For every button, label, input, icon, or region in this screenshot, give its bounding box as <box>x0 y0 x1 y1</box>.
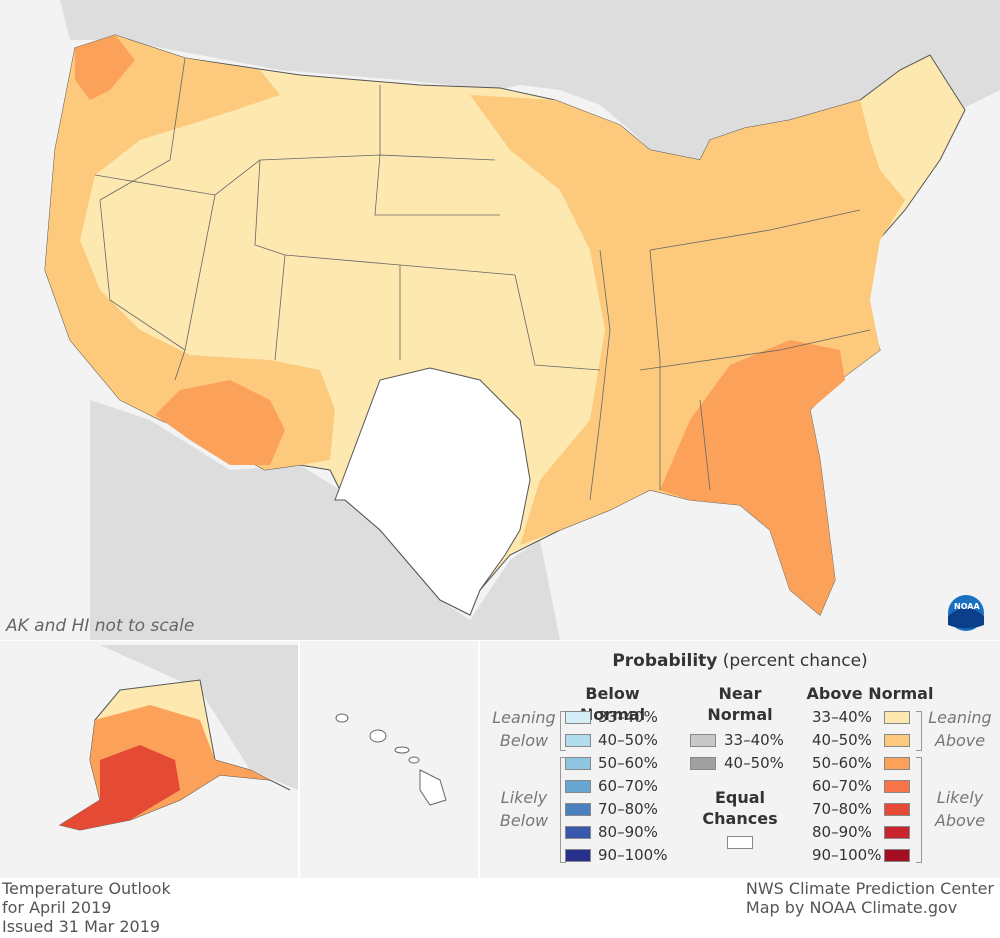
noaa-logo-text: NOAA <box>954 602 980 611</box>
near-normal-swatch-0 <box>690 734 716 747</box>
likely-above-label: Likely Above <box>920 786 1000 832</box>
northwest-likely-above-50-60 <box>75 35 135 100</box>
below-normal-label-0: 33–40% <box>598 708 658 726</box>
above-normal-swatch-6 <box>884 849 910 862</box>
legend: Probability (percent chance) Below Norma… <box>480 641 1000 878</box>
mexico-land <box>90 400 560 640</box>
leaning-below-line1: Leaning <box>492 708 556 727</box>
equal-chances-swatch <box>727 836 753 849</box>
near-normal-header: Near Normal <box>690 683 790 725</box>
leaning-below-bracket <box>560 711 566 751</box>
footer-title: Temperature Outlook <box>2 879 171 898</box>
below-normal-swatch-0 <box>565 711 591 724</box>
above-normal-label-3: 60–70% <box>812 777 872 795</box>
above-normal-swatch-1 <box>884 734 910 747</box>
footer-period: for April 2019 <box>2 898 112 917</box>
legend-title-rest: (percent chance) <box>717 651 868 671</box>
below-normal-swatch-1 <box>565 734 591 747</box>
leaning-above-line2: Above <box>934 731 986 750</box>
likely-below-line2: Below <box>499 811 549 830</box>
below-normal-label-2: 50–60% <box>598 754 658 772</box>
below-normal-swatch-6 <box>565 849 591 862</box>
below-normal-header: Below Normal <box>579 684 646 724</box>
leaning-above-line1: Leaning <box>928 708 992 727</box>
likely-below-line1: Likely <box>500 788 548 807</box>
footer-right: NWS Climate Prediction Center Map by NOA… <box>746 879 994 917</box>
footer-credit-cpc: NWS Climate Prediction Center <box>745 879 994 898</box>
texas-equal-chances <box>334 367 531 616</box>
near-normal-header-line1: Near <box>718 684 762 703</box>
above-normal-swatch-3 <box>884 780 910 793</box>
footer-left: Temperature Outlook for April 2019 Issue… <box>2 879 171 936</box>
below-normal-swatch-5 <box>565 826 591 839</box>
below-normal-label-1: 40–50% <box>598 731 658 749</box>
alaska-canada-land <box>100 645 298 790</box>
likely-above-bracket <box>916 757 922 863</box>
above-normal-swatch-5 <box>884 826 910 839</box>
alaska-likely-above-70-80 <box>60 745 180 830</box>
legend-title: Probability (percent chance) <box>480 651 1000 671</box>
above-normal-label-1: 40–50% <box>812 731 872 749</box>
below-normal-swatch-2 <box>565 757 591 770</box>
near-normal-header-line2: Normal <box>707 705 773 724</box>
above-normal-label-6: 90–100% <box>812 846 882 864</box>
leaning-above-label: Leaning Above <box>920 706 1000 752</box>
likely-below-bracket <box>560 757 566 863</box>
above-normal-label-4: 70–80% <box>812 800 872 818</box>
southwest-likely-above-50-60 <box>155 380 285 465</box>
near-normal-label-0: 33–40% <box>724 731 784 749</box>
leaning-below-line2: Below <box>499 731 549 750</box>
above-normal-header: Above Normal <box>806 684 934 703</box>
hawaii-panel <box>300 641 478 878</box>
above-normal-swatch-4 <box>884 803 910 816</box>
leaning-below-label: Leaning Below <box>484 706 564 752</box>
above-normal-label-2: 50–60% <box>812 754 872 772</box>
below-normal-label-4: 70–80% <box>598 800 658 818</box>
near-normal-label-1: 40–50% <box>724 754 784 772</box>
hawaii-islands <box>335 713 447 806</box>
likely-above-line2: Above <box>934 811 986 830</box>
leaning-above-bracket <box>916 711 922 751</box>
below-normal-swatch-3 <box>565 780 591 793</box>
below-normal-label-3: 60–70% <box>598 777 658 795</box>
west-leaning-above-40-50 <box>45 35 335 470</box>
above-normal-swatch-0 <box>884 711 910 724</box>
above-normal-label-0: 33–40% <box>812 708 872 726</box>
likely-below-label: Likely Below <box>484 786 564 832</box>
southeast-likely-above-50-60 <box>660 340 845 615</box>
below-normal-label-6: 90–100% <box>598 846 668 864</box>
below-normal-swatch-4 <box>565 803 591 816</box>
scale-note: AK and HI not to scale <box>6 616 195 636</box>
below-normal-label-5: 80–90% <box>598 823 658 841</box>
likely-above-line1: Likely <box>936 788 984 807</box>
equal-chances-line2: Chances <box>702 809 778 828</box>
near-normal-swatch-1 <box>690 757 716 770</box>
footer-issued: Issued 31 Mar 2019 <box>2 917 161 936</box>
above-normal-swatch-2 <box>884 757 910 770</box>
footer-credit-map: Map by NOAA Climate.gov <box>745 898 958 917</box>
state-borders <box>94 57 871 501</box>
equal-chances-header: Equal Chances <box>690 787 790 829</box>
above-normal-label-5: 80–90% <box>812 823 872 841</box>
equal-chances-line1: Equal <box>714 788 766 807</box>
legend-title-bold: Probability <box>612 651 718 671</box>
noaa-logo <box>948 595 984 631</box>
